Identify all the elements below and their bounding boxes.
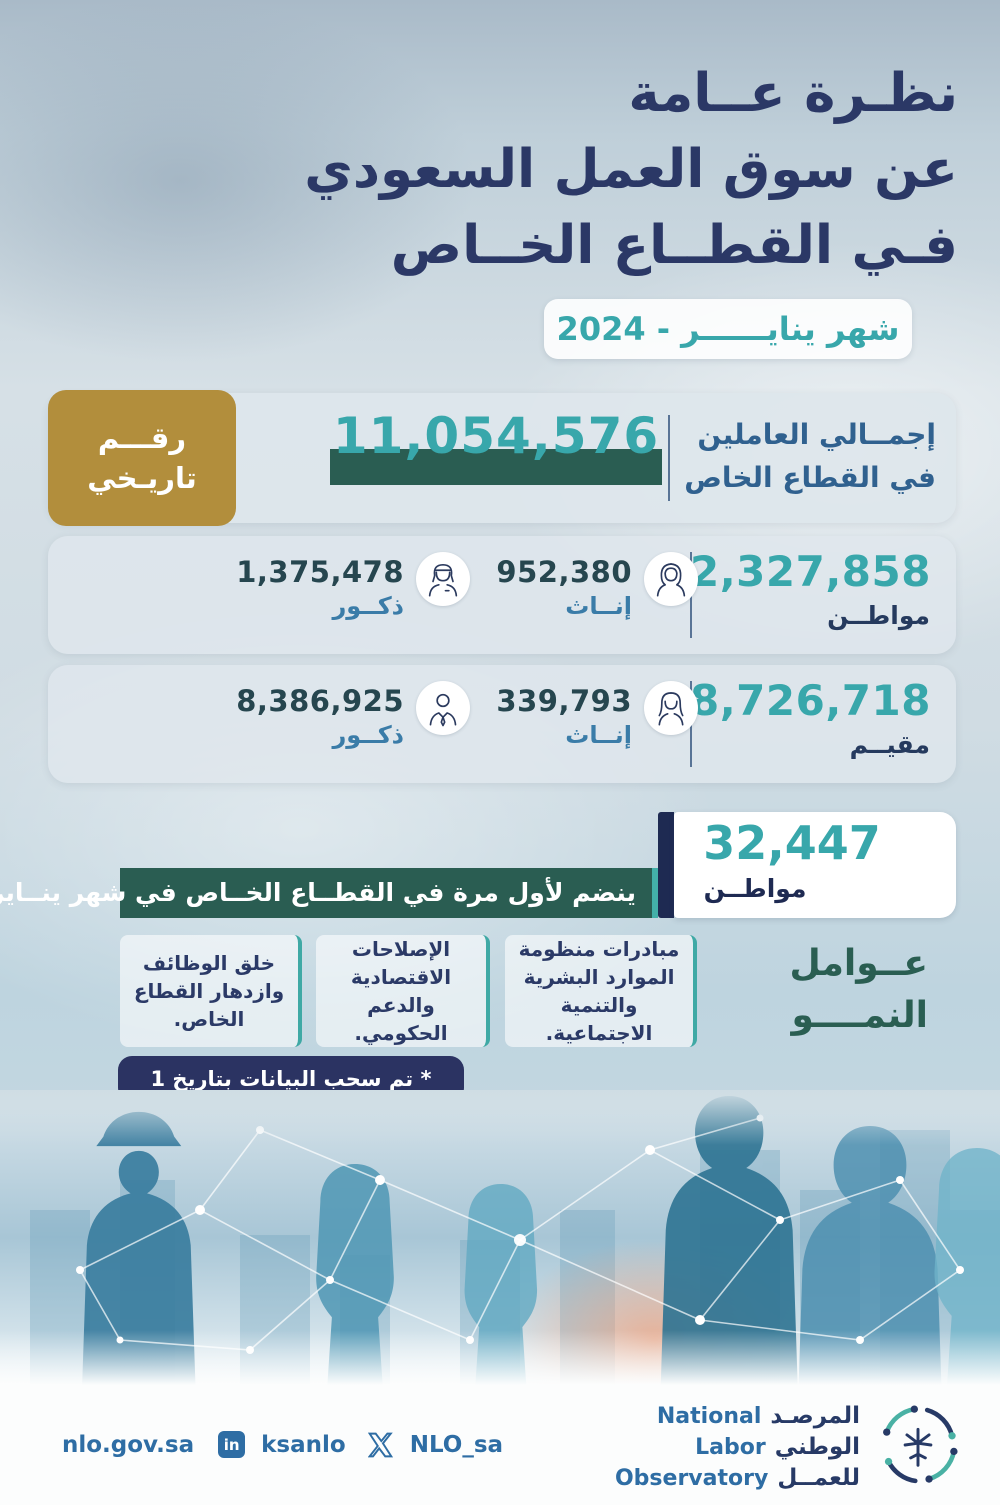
logo-ar-line-2: الوطني bbox=[774, 1433, 860, 1460]
logo-en-line-3: Observatory bbox=[614, 1465, 769, 1491]
title-line-3: فـي القطــاع الخــاص bbox=[390, 215, 958, 276]
number-underline-bar bbox=[330, 449, 662, 485]
residents-card: 8,726,718 مقيــم 339,793 إنــاث bbox=[48, 665, 956, 783]
residents-male-group: 8,386,925 ذكــور bbox=[236, 681, 470, 751]
growth-title-line-1: عــوامل bbox=[789, 943, 928, 984]
title-line-2: عن سوق العمل السعودي bbox=[304, 139, 958, 200]
saudi-male-icon bbox=[416, 552, 470, 606]
historic-badge-line-1: رقـــم bbox=[97, 421, 187, 455]
total-label-line-1: إجمــالي العاملين bbox=[697, 418, 936, 451]
factor-card-job-creation: خلق الوظائف وازدهار القطاع الخاص. bbox=[120, 935, 302, 1047]
nlo-logo: المرصـد National الوطني Labor للعمــل Ob… bbox=[615, 1399, 964, 1495]
x-icon[interactable] bbox=[367, 1432, 394, 1458]
citizens-male-group: 1,375,478 ذكــور bbox=[236, 552, 470, 622]
banner-teal-strip bbox=[652, 868, 658, 918]
citizens-female-label: إنــاث bbox=[565, 592, 632, 620]
factor-card-economic-reforms: الإصلاحات الاقتصادية والدعم الحكومي. bbox=[316, 935, 490, 1047]
x-handle[interactable]: NLO_sa bbox=[409, 1431, 504, 1458]
title-line-1: نظـرة عــامة bbox=[628, 63, 958, 124]
website-link[interactable]: nlo.gov.sa bbox=[62, 1431, 195, 1458]
date-badge: شهر ينايــــــر - 2024 bbox=[544, 299, 912, 359]
new-joiners-accent-bar bbox=[658, 812, 674, 918]
nlo-logo-wordmark: المرصـد National الوطني Labor للعمــل Ob… bbox=[615, 1401, 860, 1494]
palm-emblem-icon bbox=[872, 1399, 964, 1495]
tie-male-icon bbox=[416, 681, 470, 735]
new-joiners-label: مواطــن bbox=[703, 874, 807, 903]
growth-factors-title: عــوامل النمــــو bbox=[789, 938, 928, 1042]
linkedin-handle[interactable]: ksanlo bbox=[261, 1431, 346, 1458]
total-workers-label: إجمــالي العاملين في القطاع الخاص bbox=[684, 413, 936, 499]
residents-female-value: 339,793 bbox=[496, 684, 632, 718]
logo-ar-line-1: المرصـد bbox=[770, 1402, 860, 1429]
factor-card-hr-initiatives: مبادرات منظومة الموارد البشرية والتنمية … bbox=[505, 935, 697, 1047]
new-joiners-card: 32,447 مواطــن bbox=[674, 812, 956, 918]
growth-title-line-2: النمــــو bbox=[791, 995, 928, 1036]
citizens-total-label: مواطــن bbox=[827, 601, 930, 630]
total-label-line-2: في القطاع الخاص bbox=[684, 461, 936, 494]
linkedin-icon[interactable]: in bbox=[218, 1431, 246, 1458]
residents-male-value: 8,386,925 bbox=[236, 684, 404, 718]
hijab-female-icon bbox=[644, 552, 698, 606]
residents-total-value: 8,726,718 bbox=[690, 676, 931, 725]
page-title: نظـرة عــامة عن سوق العمل السعودي فـي ال… bbox=[304, 56, 958, 284]
vertical-divider bbox=[668, 415, 670, 501]
footer-links: nlo.gov.sa in ksanlo NLO_sa bbox=[62, 1431, 503, 1458]
residents-female-label: إنــاث bbox=[565, 721, 632, 749]
logo-en-line-2: Labor bbox=[695, 1434, 766, 1460]
citizens-female-group: 952,380 إنــاث bbox=[496, 552, 698, 622]
female-icon bbox=[644, 681, 698, 735]
citizens-female-value: 952,380 bbox=[496, 555, 632, 589]
footer: nlo.gov.sa in ksanlo NLO_sa المرصـد Nati… bbox=[0, 1385, 1000, 1505]
residents-male-label: ذكــور bbox=[332, 721, 404, 749]
logo-en-line-1: National bbox=[656, 1403, 762, 1429]
logo-ar-line-3: للعمــل bbox=[777, 1464, 860, 1491]
residents-female-group: 339,793 إنــاث bbox=[496, 681, 698, 751]
workforce-silhouettes-photo bbox=[0, 1090, 1000, 1385]
new-joiners-value: 32,447 bbox=[703, 816, 881, 870]
citizens-male-label: ذكــور bbox=[332, 592, 404, 620]
historic-badge-line-2: تاريـخي bbox=[87, 461, 197, 495]
citizens-card: 2,327,858 مواطــن 952,380 إنــاث bbox=[48, 536, 956, 654]
total-workers-value: 11,054,576 bbox=[332, 407, 660, 465]
citizens-total-value: 2,327,858 bbox=[690, 547, 931, 596]
new-joiners-banner: ينضم لأول مرة في القطــاع الخــاص في شهر… bbox=[0, 868, 652, 918]
historic-number-badge: رقـــم تاريـخي bbox=[48, 390, 236, 526]
citizens-male-value: 1,375,478 bbox=[236, 555, 404, 589]
residents-total-label: مقيــم bbox=[849, 730, 930, 759]
